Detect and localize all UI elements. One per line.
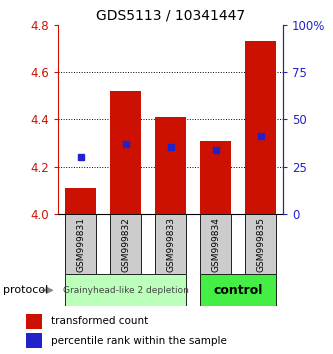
Text: GSM999835: GSM999835: [256, 217, 265, 272]
Bar: [26, 333, 42, 348]
Bar: [110, 214, 142, 274]
Bar: [110, 91, 142, 214]
Bar: [65, 274, 186, 306]
Text: Grainyhead-like 2 depletion: Grainyhead-like 2 depletion: [63, 286, 189, 295]
Text: percentile rank within the sample: percentile rank within the sample: [51, 336, 227, 346]
Text: GSM999831: GSM999831: [76, 217, 85, 272]
Text: GSM999834: GSM999834: [211, 217, 220, 272]
Bar: [155, 214, 186, 274]
Text: transformed count: transformed count: [51, 316, 149, 326]
Bar: [245, 41, 276, 214]
Bar: [200, 274, 276, 306]
Bar: [26, 314, 42, 329]
Title: GDS5113 / 10341447: GDS5113 / 10341447: [96, 8, 245, 22]
Text: protocol: protocol: [3, 285, 49, 295]
Text: control: control: [213, 284, 263, 297]
Bar: [200, 214, 231, 274]
Bar: [65, 188, 97, 214]
Bar: [245, 214, 276, 274]
Text: GSM999832: GSM999832: [121, 217, 130, 272]
Bar: [200, 141, 231, 214]
Bar: [155, 117, 186, 214]
Bar: [65, 214, 97, 274]
Text: GSM999833: GSM999833: [166, 217, 175, 272]
